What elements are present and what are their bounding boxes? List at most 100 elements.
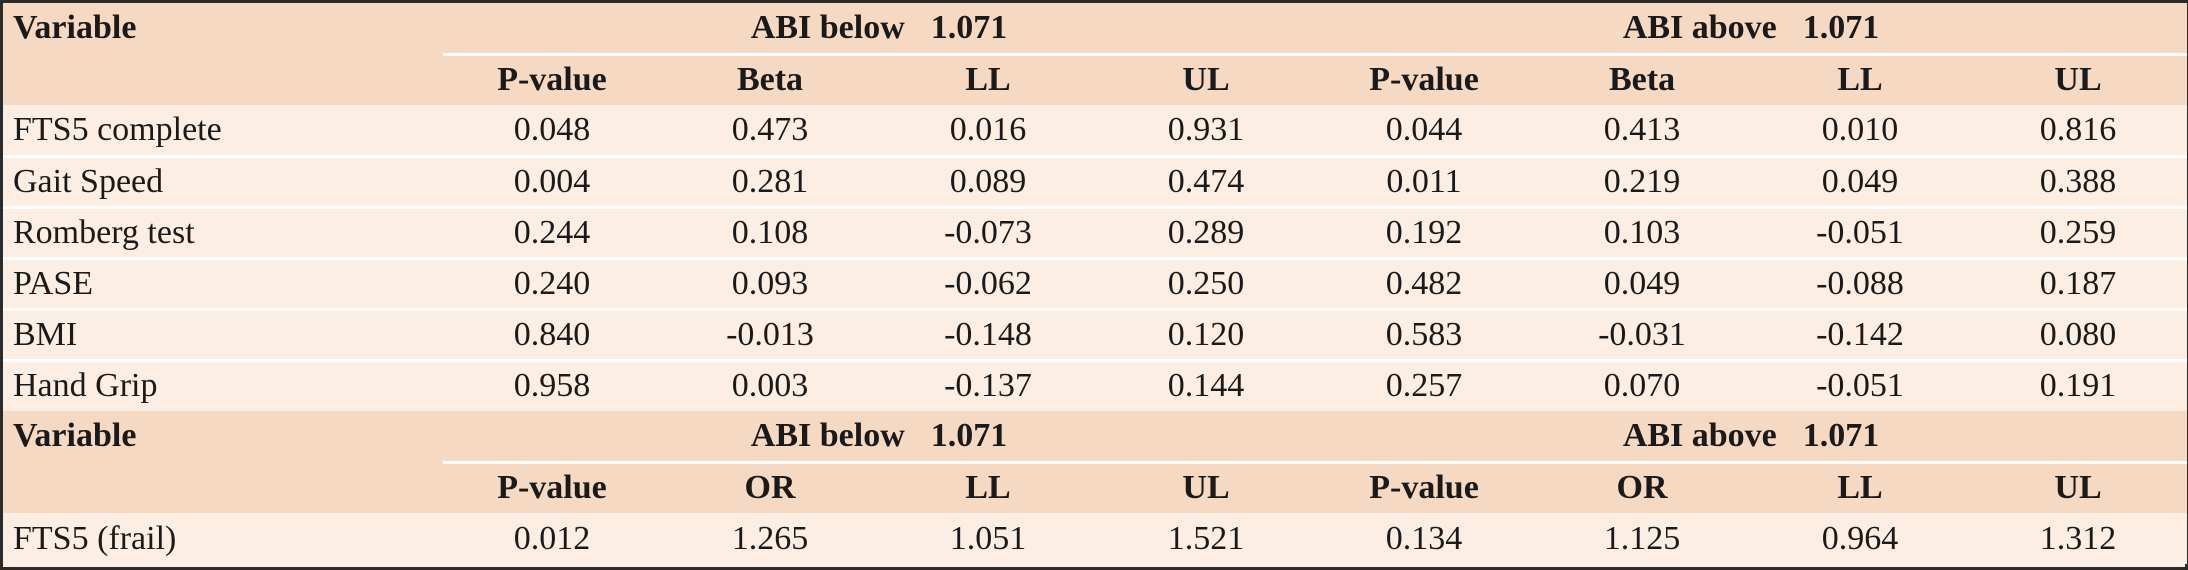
table-cell: 0.257 xyxy=(1315,358,1534,411)
column-header: P-value xyxy=(1315,460,1534,513)
table-cell: 0.004 xyxy=(443,154,661,207)
table-cell: 0.044 xyxy=(1315,105,1534,156)
table-cell: 0.259 xyxy=(1969,205,2188,258)
table-cell: 0.048 xyxy=(443,105,661,156)
table-cell: 0.089 xyxy=(879,154,1097,207)
table2-column-header-row: P-value OR LL UL P-value OR LL UL xyxy=(3,460,2188,513)
table2-group-left-header: ABI below 1.071 xyxy=(443,411,1316,462)
table-row: PASE 0.240 0.093 -0.062 0.250 0.482 0.049 -0.08… xyxy=(3,256,2188,309)
table-cell: 0.011 xyxy=(1315,154,1534,207)
table-cell: 0.192 xyxy=(1315,205,1534,258)
table-cell: 0.473 xyxy=(661,105,879,156)
table2-group-right-header: ABI above 1.071 xyxy=(1315,411,2188,462)
table-cell: 0.003 xyxy=(661,358,879,411)
variable-header: Variable xyxy=(3,3,443,105)
table-cell: 0.049 xyxy=(1533,256,1752,309)
table-cell: -0.073 xyxy=(879,205,1097,258)
table-cell: 0.016 xyxy=(879,105,1097,156)
table-cell: 0.219 xyxy=(1533,154,1752,207)
table-cell: 1.051 xyxy=(879,513,1097,564)
table-cell: 0.964 xyxy=(1751,513,1970,564)
group-threshold: 1.071 xyxy=(1802,8,1880,46)
table-cell: 0.281 xyxy=(661,154,879,207)
table-cell: 1.521 xyxy=(1097,513,1316,564)
table-cell: -0.051 xyxy=(1751,358,1970,411)
table-row: Gait Speed 0.004 0.281 0.089 0.474 0.011 0.219… xyxy=(3,154,2188,207)
table-cell: 0.080 xyxy=(1969,307,2188,360)
table-row: Romberg test 0.244 0.108 -0.073 0.289 0.192 0.… xyxy=(3,205,2188,258)
table1-group-header-row: Variable ABI below 1.071 ABI above 1.071 xyxy=(3,3,2188,105)
results-table-body: Variable ABI below 1.071 ABI above 1.071 P-va… xyxy=(3,3,2188,564)
table-row: FTS5 complete 0.048 0.473 0.016 0.931 0.044 0.… xyxy=(3,105,2188,156)
column-header: LL xyxy=(1751,52,1970,105)
table-cell: 0.191 xyxy=(1969,358,2188,411)
table-cell: -0.142 xyxy=(1751,307,1970,360)
column-header: Beta xyxy=(1533,52,1752,105)
table-cell: -0.148 xyxy=(879,307,1097,360)
table-cell: 0.070 xyxy=(1533,358,1752,411)
row-variable-name: PASE xyxy=(3,256,443,309)
table-cell: 1.265 xyxy=(661,513,879,564)
table-cell: -0.088 xyxy=(1751,256,1970,309)
table-cell: -0.051 xyxy=(1751,205,1970,258)
column-header: LL xyxy=(1751,460,1970,513)
row-variable-name: BMI xyxy=(3,307,443,360)
table-row: Hand Grip 0.958 0.003 -0.137 0.144 0.257 0.070… xyxy=(3,358,2188,411)
column-header: P-value xyxy=(443,460,661,513)
column-header: OR xyxy=(1533,460,1752,513)
column-header: UL xyxy=(1097,52,1316,105)
column-header: UL xyxy=(1969,52,2188,105)
group-threshold: 1.071 xyxy=(930,416,1008,454)
table-cell: 0.482 xyxy=(1315,256,1534,309)
variable-header: Variable xyxy=(3,411,443,513)
column-header: UL xyxy=(1097,460,1316,513)
table-cell: -0.062 xyxy=(879,256,1097,309)
table-cell: 1.125 xyxy=(1533,513,1752,564)
column-header: P-value xyxy=(1315,52,1534,105)
group-threshold: 1.071 xyxy=(930,8,1008,46)
row-variable-name: Hand Grip xyxy=(3,358,443,411)
table1-group-left-header: ABI below 1.071 xyxy=(443,3,1316,54)
table-cell: 0.958 xyxy=(443,358,661,411)
table-row: FTS5 (frail) 0.012 1.265 1.051 1.521 0.134 1.1… xyxy=(3,513,2188,564)
table-cell: 0.187 xyxy=(1969,256,2188,309)
table-cell: 0.103 xyxy=(1533,205,1752,258)
table-cell: 1.312 xyxy=(1969,513,2188,564)
table-cell: 0.289 xyxy=(1097,205,1316,258)
table-cell: 0.012 xyxy=(443,513,661,564)
table-row: BMI 0.840 -0.013 -0.148 0.120 0.583 -0.031 -0.1… xyxy=(3,307,2188,360)
table-cell: 0.244 xyxy=(443,205,661,258)
column-header: P-value xyxy=(443,52,661,105)
table-cell: 0.120 xyxy=(1097,307,1316,360)
table-cell: 0.388 xyxy=(1969,154,2188,207)
table-cell: 0.108 xyxy=(661,205,879,258)
table-cell: 0.840 xyxy=(443,307,661,360)
row-variable-name: FTS5 complete xyxy=(3,105,443,156)
column-header: Beta xyxy=(661,52,879,105)
group-threshold: 1.071 xyxy=(1802,416,1880,454)
row-variable-name: Gait Speed xyxy=(3,154,443,207)
table2-group-header-row: Variable ABI below 1.071 ABI above 1.071 xyxy=(3,411,2188,513)
group-label: ABI below xyxy=(750,8,905,46)
column-header: LL xyxy=(879,52,1097,105)
row-variable-name: FTS5 (frail) xyxy=(3,513,443,564)
table-cell: 0.240 xyxy=(443,256,661,309)
column-header: OR xyxy=(661,460,879,513)
group-label: ABI above xyxy=(1622,8,1777,46)
row-variable-name: Romberg test xyxy=(3,205,443,258)
results-table: Variable ABI below 1.071 ABI above 1.071 P-va… xyxy=(3,3,2188,564)
table-cell: 0.931 xyxy=(1097,105,1316,156)
table1-column-header-row: P-value Beta LL UL P-value Beta LL UL xyxy=(3,52,2188,105)
table-cell: 0.583 xyxy=(1315,307,1534,360)
table1-group-right-header: ABI above 1.071 xyxy=(1315,3,2188,54)
table-cell: 0.474 xyxy=(1097,154,1316,207)
table-cell: -0.031 xyxy=(1533,307,1752,360)
table-cell: -0.137 xyxy=(879,358,1097,411)
table-cell: 0.093 xyxy=(661,256,879,309)
table-cell: 0.049 xyxy=(1751,154,1970,207)
table-cell: 0.144 xyxy=(1097,358,1316,411)
group-label: ABI below xyxy=(750,416,905,454)
table-cell: 0.134 xyxy=(1315,513,1534,564)
group-label: ABI above xyxy=(1622,416,1777,454)
column-header: UL xyxy=(1969,460,2188,513)
